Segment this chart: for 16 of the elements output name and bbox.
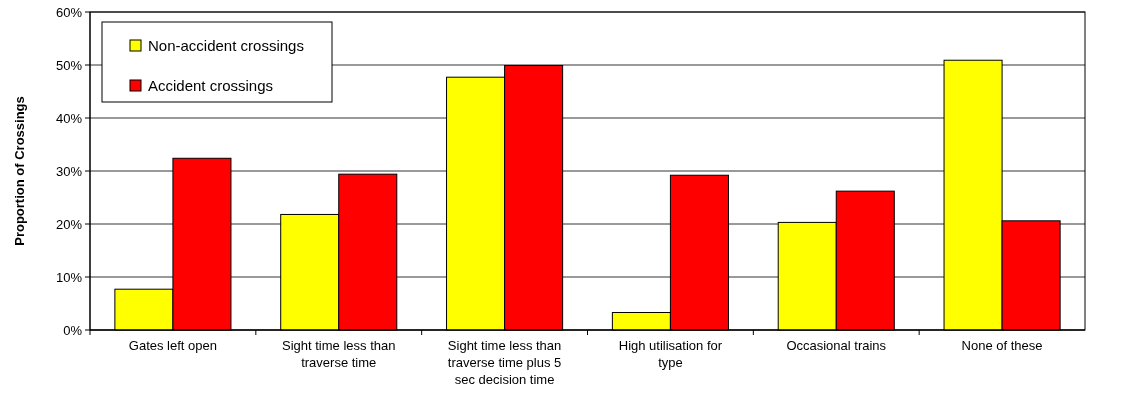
y-axis-title: Proportion of Crossings <box>12 96 27 246</box>
y-tick-label: 10% <box>55 269 83 285</box>
y-tick-label: 50% <box>55 57 83 73</box>
x-tick-label: Occasional trains <box>786 338 887 353</box>
x-tick-label: Sight time less than traverse time plus 5 sec decision time <box>447 338 562 387</box>
x-tick-label: None of these <box>961 338 1043 353</box>
legend-label: Accident crossings <box>148 77 274 95</box>
y-tick-label: 20% <box>55 216 83 232</box>
legend-label: Non-accident crossings <box>148 37 304 55</box>
x-tick-label: Sight time less than traverse time <box>282 338 396 370</box>
y-tick-label: 30% <box>55 163 83 179</box>
y-tick-label: 60% <box>55 4 83 20</box>
y-tick-label: 40% <box>55 110 83 126</box>
y-tick-label: 0% <box>63 322 83 338</box>
x-tick-label: Gates left open <box>128 338 217 353</box>
x-tick-label: High utilisation for type <box>618 338 723 370</box>
